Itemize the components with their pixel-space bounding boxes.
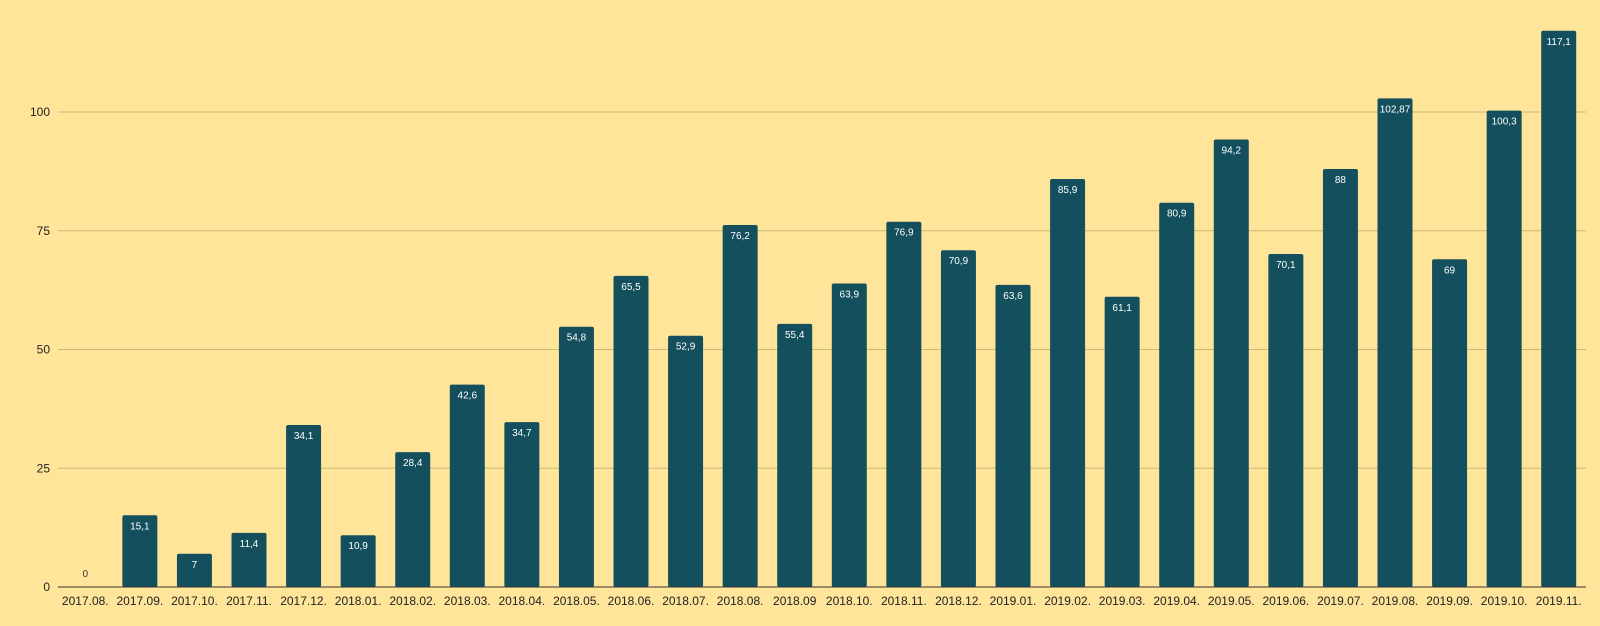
bar bbox=[668, 335, 704, 587]
bar bbox=[286, 425, 322, 587]
x-tick-label: 2018.09 bbox=[773, 594, 817, 608]
x-tick-label: 2017.10. bbox=[171, 594, 218, 608]
data-label: 10,9 bbox=[348, 541, 368, 552]
x-tick-label: 2019.07. bbox=[1317, 594, 1364, 608]
x-tick-label: 2018.08. bbox=[717, 594, 764, 608]
data-label: 61,1 bbox=[1112, 303, 1132, 314]
data-label: 94,2 bbox=[1222, 146, 1242, 157]
bar bbox=[504, 422, 540, 587]
data-label: 70,1 bbox=[1276, 260, 1296, 271]
bar bbox=[395, 452, 431, 587]
x-tick-label: 2017.12. bbox=[280, 594, 327, 608]
bar bbox=[831, 283, 867, 587]
bar bbox=[1541, 30, 1577, 587]
y-tick-label: 75 bbox=[37, 224, 51, 238]
bars bbox=[122, 30, 1577, 588]
y-tick-label: 0 bbox=[43, 580, 50, 594]
bar bbox=[613, 275, 649, 587]
x-tick-label: 2018.01. bbox=[335, 594, 382, 608]
data-label: 69 bbox=[1444, 265, 1456, 276]
data-label: 55,4 bbox=[785, 330, 805, 341]
y-tick-label: 25 bbox=[37, 461, 51, 475]
x-tick-label: 2018.02. bbox=[389, 594, 436, 608]
data-labels: 0 15,1 7 11,4 34,1 10,9 28,4 42,6 34,7 54,8 65,5 52… bbox=[83, 37, 1572, 580]
data-label: 102,87 bbox=[1380, 104, 1411, 115]
x-tick-label: 2019.04. bbox=[1153, 594, 1200, 608]
x-tick-label: 2018.04. bbox=[498, 594, 545, 608]
x-tick-label: 2018.07. bbox=[662, 594, 709, 608]
bar bbox=[1432, 259, 1468, 587]
bar bbox=[995, 284, 1031, 587]
bar bbox=[1050, 178, 1086, 587]
data-label: 85,9 bbox=[1058, 185, 1078, 196]
bar bbox=[722, 225, 758, 588]
bar bbox=[1377, 98, 1413, 588]
x-tick-label: 2019.05. bbox=[1208, 594, 1255, 608]
x-tick-label: 2019.10. bbox=[1481, 594, 1528, 608]
x-tick-label: 2018.05. bbox=[553, 594, 600, 608]
data-label: 0 bbox=[83, 569, 89, 580]
y-tick-label: 50 bbox=[37, 343, 51, 357]
x-tick-label: 2019.03. bbox=[1099, 594, 1146, 608]
x-tick-label: 2017.08. bbox=[62, 594, 109, 608]
y-tick-label: 100 bbox=[30, 105, 50, 119]
data-label: 34,1 bbox=[294, 431, 314, 442]
data-label: 76,2 bbox=[730, 231, 750, 242]
data-label: 117,1 bbox=[1547, 37, 1572, 48]
x-tick-label: 2018.12. bbox=[935, 594, 982, 608]
data-label: 63,9 bbox=[840, 289, 860, 300]
x-tick-label: 2019.06. bbox=[1262, 594, 1309, 608]
x-tick-label: 2018.11. bbox=[881, 594, 927, 608]
bar bbox=[449, 384, 485, 587]
bar bbox=[1486, 110, 1522, 587]
x-tick-label: 2017.11. bbox=[226, 594, 272, 608]
bar bbox=[340, 535, 376, 587]
bar bbox=[940, 250, 976, 587]
x-tick-label: 2018.06. bbox=[608, 594, 655, 608]
x-tick-label: 2017.09. bbox=[116, 594, 163, 608]
data-label: 42,6 bbox=[458, 391, 478, 402]
bar bbox=[1268, 254, 1304, 587]
data-label: 80,9 bbox=[1167, 209, 1187, 220]
data-label: 52,9 bbox=[676, 342, 696, 353]
bar bbox=[886, 221, 922, 587]
data-label: 100,3 bbox=[1492, 117, 1517, 128]
axes: 0 25 50 75 100 2017.08. 2017.09. 2017.10. 2017.1… bbox=[30, 105, 1586, 608]
x-tick-label: 2018.03. bbox=[444, 594, 491, 608]
bar bbox=[777, 323, 813, 587]
x-tick-label: 2019.08. bbox=[1372, 594, 1419, 608]
data-label: 28,4 bbox=[403, 458, 423, 469]
x-tick-label: 2019.01. bbox=[990, 594, 1037, 608]
data-label: 54,8 bbox=[567, 333, 587, 344]
bar bbox=[122, 515, 158, 587]
bar bbox=[176, 553, 212, 587]
data-label: 7 bbox=[192, 560, 198, 571]
bar bbox=[1213, 139, 1249, 588]
x-tick-label: 2018.10. bbox=[826, 594, 873, 608]
data-label: 11,4 bbox=[240, 539, 259, 550]
bar bbox=[558, 326, 594, 587]
bar bbox=[231, 532, 267, 587]
data-label: 34,7 bbox=[512, 428, 532, 439]
x-tick-label: 2019.11. bbox=[1536, 594, 1582, 608]
bar bbox=[1159, 202, 1195, 587]
data-label: 76,9 bbox=[894, 228, 914, 239]
x-tick-label: 2019.09. bbox=[1426, 594, 1473, 608]
data-label: 15,1 bbox=[130, 521, 150, 532]
data-label: 63,6 bbox=[1003, 291, 1023, 302]
data-label: 88 bbox=[1335, 175, 1347, 186]
x-tick-label: 2019.02. bbox=[1044, 594, 1091, 608]
data-label: 70,9 bbox=[949, 256, 969, 267]
bar bbox=[1322, 169, 1358, 587]
data-label: 65,5 bbox=[621, 282, 641, 293]
bar bbox=[1104, 296, 1140, 587]
